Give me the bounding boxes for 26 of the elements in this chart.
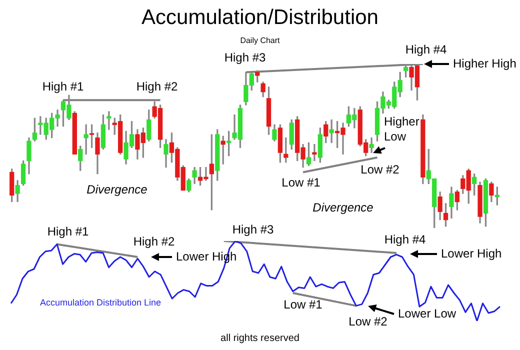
chart-subtitle: Daily Chart (240, 36, 280, 45)
annotation: High #1 (42, 79, 84, 94)
annotation: High #1 (47, 224, 89, 238)
annotation: High #2 (133, 234, 175, 248)
text: High #4 (405, 42, 447, 56)
annotation: Divergence (312, 200, 374, 214)
annotation: High #3 (232, 222, 274, 236)
annotation: Lower High (441, 246, 502, 260)
annotation: Higher Low (384, 114, 420, 144)
annotation: Higher High (453, 56, 516, 70)
candlestick (312, 144, 317, 162)
candlestick (369, 137, 374, 153)
annotation: High #2 (136, 79, 178, 94)
annotation: Low #1 (282, 175, 321, 190)
annotation: Divergence (86, 182, 148, 196)
text: all rights reserved (220, 333, 300, 344)
annotation: Low #2 (348, 314, 388, 328)
candlestick (329, 119, 334, 144)
annotation: High #3 (224, 50, 266, 64)
annotation: High #4 (384, 232, 426, 246)
annotation: Lower Low (398, 306, 456, 320)
candlestick (84, 124, 88, 155)
chart-title: Accumulation/Distribution (140, 6, 380, 30)
annotation: Low #2 (360, 162, 400, 176)
annotation: Low #1 (284, 297, 323, 312)
series-label: Accumulation Distribution Line (40, 297, 162, 308)
